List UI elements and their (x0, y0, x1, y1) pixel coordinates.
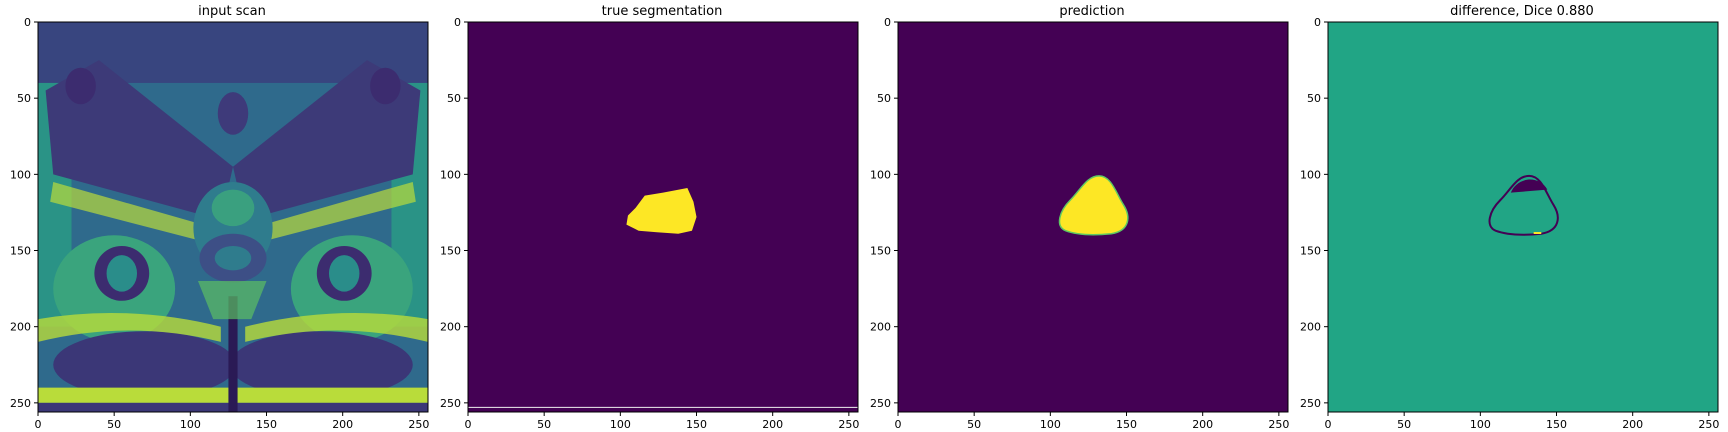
scan-region (53, 331, 237, 399)
y-tick-label: 150 (870, 245, 891, 258)
scan-region (370, 67, 401, 105)
scan-region (50, 181, 214, 243)
x-tick-label: 0 (895, 418, 902, 431)
prediction-mask (1058, 175, 1129, 236)
x-tick-label: 50 (537, 418, 551, 431)
segmentation-mask (626, 188, 697, 234)
plot-frame (897, 21, 1289, 413)
y-tick-label: 200 (440, 321, 461, 334)
difference-region (1510, 179, 1548, 193)
plot-input-scan: 0 0 50 50 100 100 150 150 200 200 250 250 (10, 16, 429, 431)
y-tick-label: 100 (1300, 168, 1321, 181)
x-tick-label: 50 (107, 418, 121, 431)
scan-region (211, 189, 255, 227)
scan-region (38, 312, 221, 342)
x-tick-label: 250 (838, 418, 859, 431)
panel-prediction: prediction 0 0 50 50 100 100 150 150 200 200 250 25… (860, 0, 1289, 432)
y-tick-label: 250 (10, 397, 31, 410)
y-tick-label: 150 (1300, 245, 1321, 258)
y-tick-label: 50 (17, 92, 31, 105)
x-tick-label: 150 (686, 418, 707, 431)
y-tick-label: 100 (870, 168, 891, 181)
x-tick-label: 200 (1192, 418, 1213, 431)
x-tick-label: 250 (408, 418, 429, 431)
scan-region (252, 181, 416, 243)
scan-region (45, 60, 233, 221)
scan-region (328, 255, 360, 292)
panel-title: true segmentation (601, 4, 723, 19)
plot-prediction: 0 0 50 50 100 100 150 150 200 200 250 250 (870, 16, 1289, 431)
panel-input-scan: input scan 0 0 50 50 100 100 150 150 200 200 250 25… (0, 0, 429, 432)
y-tick-label: 150 (10, 245, 31, 258)
panel-true-segmentation: true segmentation 0 0 50 50 100 100 150 150 200 2… (430, 0, 859, 432)
y-tick-label: 100 (10, 168, 31, 181)
y-tick-label: 200 (870, 321, 891, 334)
difference-background (1328, 22, 1718, 412)
y-tick-label: 200 (10, 321, 31, 334)
x-tick-label: 0 (1325, 418, 1332, 431)
y-tick-label: 250 (440, 397, 461, 410)
difference-outline (1488, 174, 1559, 236)
x-tick-label: 100 (1040, 418, 1061, 431)
plot-true-segmentation: 0 0 50 50 100 100 150 150 200 200 250 250 (440, 16, 859, 431)
x-tick-label: 150 (1546, 418, 1567, 431)
x-tick-label: 250 (1698, 418, 1719, 431)
x-tick-label: 100 (180, 418, 201, 431)
plot-difference: 0 0 50 50 100 100 150 150 200 200 250 250 (1300, 16, 1719, 431)
x-tick-label: 200 (332, 418, 353, 431)
scan-region (245, 312, 428, 342)
scan-region (106, 255, 138, 292)
y-tick-label: 0 (454, 16, 461, 29)
x-tick-label: 50 (967, 418, 981, 431)
y-tick-label: 0 (1314, 16, 1321, 29)
y-tick-label: 150 (440, 245, 461, 258)
scan-region (217, 92, 249, 135)
scan-region (197, 280, 267, 320)
x-tick-label: 0 (35, 418, 42, 431)
x-tick-label: 50 (1397, 418, 1411, 431)
plot-frame (37, 21, 429, 413)
x-tick-label: 100 (1470, 418, 1491, 431)
scan-region (214, 245, 252, 271)
x-tick-label: 200 (1622, 418, 1643, 431)
x-tick-label: 0 (465, 418, 472, 431)
plot-frame (1327, 21, 1719, 413)
y-tick-label: 250 (1300, 397, 1321, 410)
x-tick-label: 150 (256, 418, 277, 431)
scan-region (229, 331, 413, 399)
y-tick-label: 50 (877, 92, 891, 105)
panel-title: input scan (198, 4, 266, 19)
y-tick-label: 100 (440, 168, 461, 181)
x-tick-label: 250 (1268, 418, 1289, 431)
y-tick-label: 250 (870, 397, 891, 410)
plot-frame (467, 21, 859, 413)
x-tick-label: 200 (762, 418, 783, 431)
panel-title: prediction (1059, 4, 1125, 19)
y-tick-label: 0 (884, 16, 891, 29)
y-tick-label: 200 (1300, 321, 1321, 334)
scan-region (65, 67, 96, 105)
scan-region (228, 296, 238, 412)
x-tick-label: 150 (1116, 418, 1137, 431)
x-tick-label: 100 (610, 418, 631, 431)
y-tick-label: 0 (24, 16, 31, 29)
scan-region (233, 60, 421, 221)
y-tick-label: 50 (447, 92, 461, 105)
y-tick-label: 50 (1307, 92, 1321, 105)
panel-difference: difference, Dice 0.880 0 0 50 50 100 100 150 15… (1290, 0, 1719, 432)
panel-title: difference, Dice 0.880 (1450, 4, 1594, 19)
